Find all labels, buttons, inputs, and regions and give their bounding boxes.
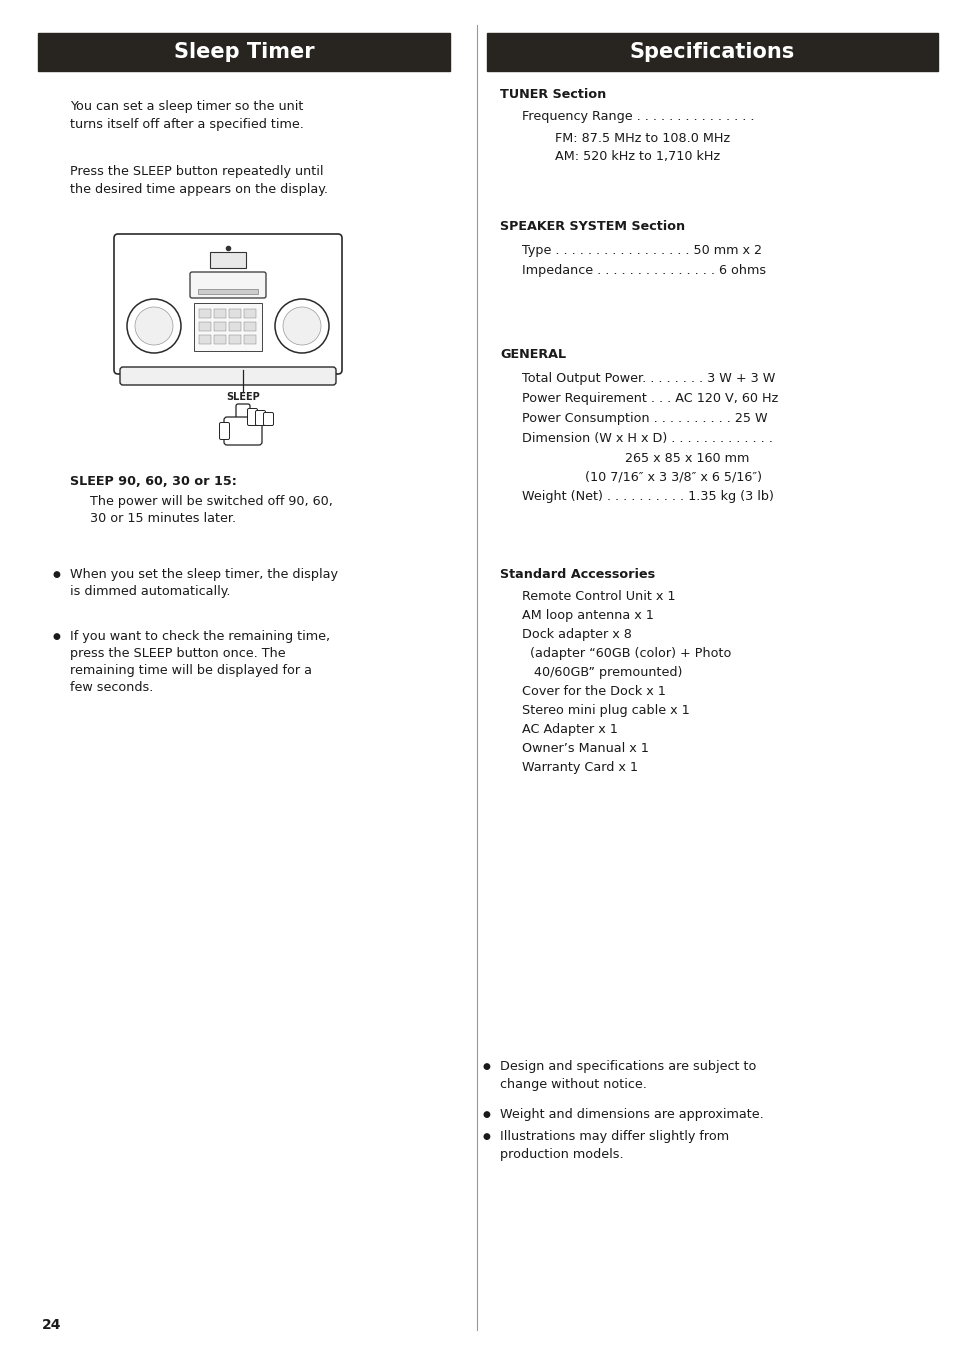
- Bar: [38, 33, 450, 70]
- Text: When you set the sleep timer, the display: When you set the sleep timer, the displa…: [70, 568, 337, 581]
- Text: Dock adapter x 8: Dock adapter x 8: [521, 627, 631, 641]
- Text: 40/60GB” premounted): 40/60GB” premounted): [521, 667, 681, 679]
- FancyBboxPatch shape: [190, 272, 266, 298]
- Text: Total Output Power. . . . . . . . 3 W + 3 W: Total Output Power. . . . . . . . 3 W + …: [521, 373, 775, 385]
- Text: 265 x 85 x 160 mm: 265 x 85 x 160 mm: [624, 453, 749, 465]
- Text: The power will be switched off 90, 60,: The power will be switched off 90, 60,: [90, 495, 333, 508]
- Text: Dimension (W x H x D) . . . . . . . . . . . . .: Dimension (W x H x D) . . . . . . . . . …: [521, 432, 772, 444]
- Bar: [193, 304, 262, 351]
- Bar: [199, 335, 211, 344]
- Text: ●: ●: [481, 1062, 490, 1070]
- Text: ●: ●: [52, 570, 60, 579]
- Text: TUNER Section: TUNER Section: [499, 88, 605, 102]
- Text: press the SLEEP button once. The: press the SLEEP button once. The: [70, 646, 285, 660]
- FancyBboxPatch shape: [219, 423, 230, 439]
- Text: Illustrations may differ slightly from
production models.: Illustrations may differ slightly from p…: [499, 1130, 728, 1161]
- Text: GENERAL: GENERAL: [499, 348, 565, 360]
- Text: AM: 520 kHz to 1,710 kHz: AM: 520 kHz to 1,710 kHz: [555, 150, 720, 163]
- Text: Type . . . . . . . . . . . . . . . . . 50 mm x 2: Type . . . . . . . . . . . . . . . . . 5…: [521, 244, 761, 257]
- Text: Cover for the Dock x 1: Cover for the Dock x 1: [521, 686, 665, 698]
- Circle shape: [283, 308, 320, 346]
- Circle shape: [127, 299, 181, 354]
- Bar: [210, 252, 246, 268]
- Text: Owner’s Manual x 1: Owner’s Manual x 1: [521, 743, 648, 755]
- Text: Stereo mini plug cable x 1: Stereo mini plug cable x 1: [521, 705, 689, 717]
- Text: SPEAKER SYSTEM Section: SPEAKER SYSTEM Section: [499, 220, 684, 233]
- Text: few seconds.: few seconds.: [70, 682, 153, 694]
- Text: (10 7/16″ x 3 3/8″ x 6 5/16″): (10 7/16″ x 3 3/8″ x 6 5/16″): [584, 470, 761, 482]
- Text: Weight (Net) . . . . . . . . . . 1.35 kg (3 lb): Weight (Net) . . . . . . . . . . 1.35 kg…: [521, 491, 773, 503]
- Bar: [213, 335, 226, 344]
- Text: SLEEP: SLEEP: [226, 392, 259, 402]
- Text: 24: 24: [42, 1318, 61, 1332]
- Bar: [244, 309, 255, 318]
- Text: ●: ●: [481, 1110, 490, 1119]
- Bar: [229, 322, 241, 331]
- Text: ●: ●: [52, 631, 60, 641]
- Bar: [199, 322, 211, 331]
- Text: Specifications: Specifications: [629, 42, 794, 62]
- Text: Design and specifications are subject to
change without notice.: Design and specifications are subject to…: [499, 1060, 756, 1091]
- Bar: [486, 33, 937, 70]
- Text: Power Consumption . . . . . . . . . . 25 W: Power Consumption . . . . . . . . . . 25…: [521, 412, 767, 425]
- Text: SLEEP 90, 60, 30 or 15:: SLEEP 90, 60, 30 or 15:: [70, 476, 236, 488]
- Text: Warranty Card x 1: Warranty Card x 1: [521, 762, 638, 774]
- Text: ●: ●: [481, 1131, 490, 1141]
- Bar: [244, 322, 255, 331]
- Circle shape: [274, 299, 329, 354]
- Text: AM loop antenna x 1: AM loop antenna x 1: [521, 608, 653, 622]
- Text: Remote Control Unit x 1: Remote Control Unit x 1: [521, 589, 675, 603]
- Text: If you want to check the remaining time,: If you want to check the remaining time,: [70, 630, 330, 644]
- FancyBboxPatch shape: [224, 417, 262, 444]
- Bar: [229, 309, 241, 318]
- Bar: [199, 309, 211, 318]
- Bar: [213, 322, 226, 331]
- Text: FM: 87.5 MHz to 108.0 MHz: FM: 87.5 MHz to 108.0 MHz: [555, 131, 729, 145]
- Circle shape: [135, 308, 172, 346]
- Bar: [213, 309, 226, 318]
- Bar: [244, 335, 255, 344]
- Text: Power Requirement . . . AC 120 V, 60 Hz: Power Requirement . . . AC 120 V, 60 Hz: [521, 392, 778, 405]
- FancyBboxPatch shape: [235, 404, 250, 425]
- Bar: [198, 289, 257, 294]
- Text: Frequency Range . . . . . . . . . . . . . . .: Frequency Range . . . . . . . . . . . . …: [521, 110, 754, 123]
- Text: Weight and dimensions are approximate.: Weight and dimensions are approximate.: [499, 1108, 763, 1121]
- FancyBboxPatch shape: [247, 408, 257, 425]
- FancyBboxPatch shape: [263, 412, 274, 425]
- Text: AC Adapter x 1: AC Adapter x 1: [521, 724, 618, 736]
- Text: Press the SLEEP button repeatedly until
the desired time appears on the display.: Press the SLEEP button repeatedly until …: [70, 165, 328, 196]
- FancyBboxPatch shape: [255, 411, 265, 425]
- Text: is dimmed automatically.: is dimmed automatically.: [70, 585, 231, 598]
- FancyBboxPatch shape: [120, 367, 335, 385]
- Bar: [229, 335, 241, 344]
- Text: Impedance . . . . . . . . . . . . . . . 6 ohms: Impedance . . . . . . . . . . . . . . . …: [521, 264, 765, 276]
- Text: You can set a sleep timer so the unit
turns itself off after a specified time.: You can set a sleep timer so the unit tu…: [70, 100, 304, 131]
- Text: Sleep Timer: Sleep Timer: [173, 42, 314, 62]
- Text: remaining time will be displayed for a: remaining time will be displayed for a: [70, 664, 312, 678]
- Text: (adapter “60GB (color) + Photo: (adapter “60GB (color) + Photo: [521, 646, 731, 660]
- Text: Standard Accessories: Standard Accessories: [499, 568, 655, 581]
- Text: 30 or 15 minutes later.: 30 or 15 minutes later.: [90, 512, 236, 524]
- FancyBboxPatch shape: [113, 234, 341, 374]
